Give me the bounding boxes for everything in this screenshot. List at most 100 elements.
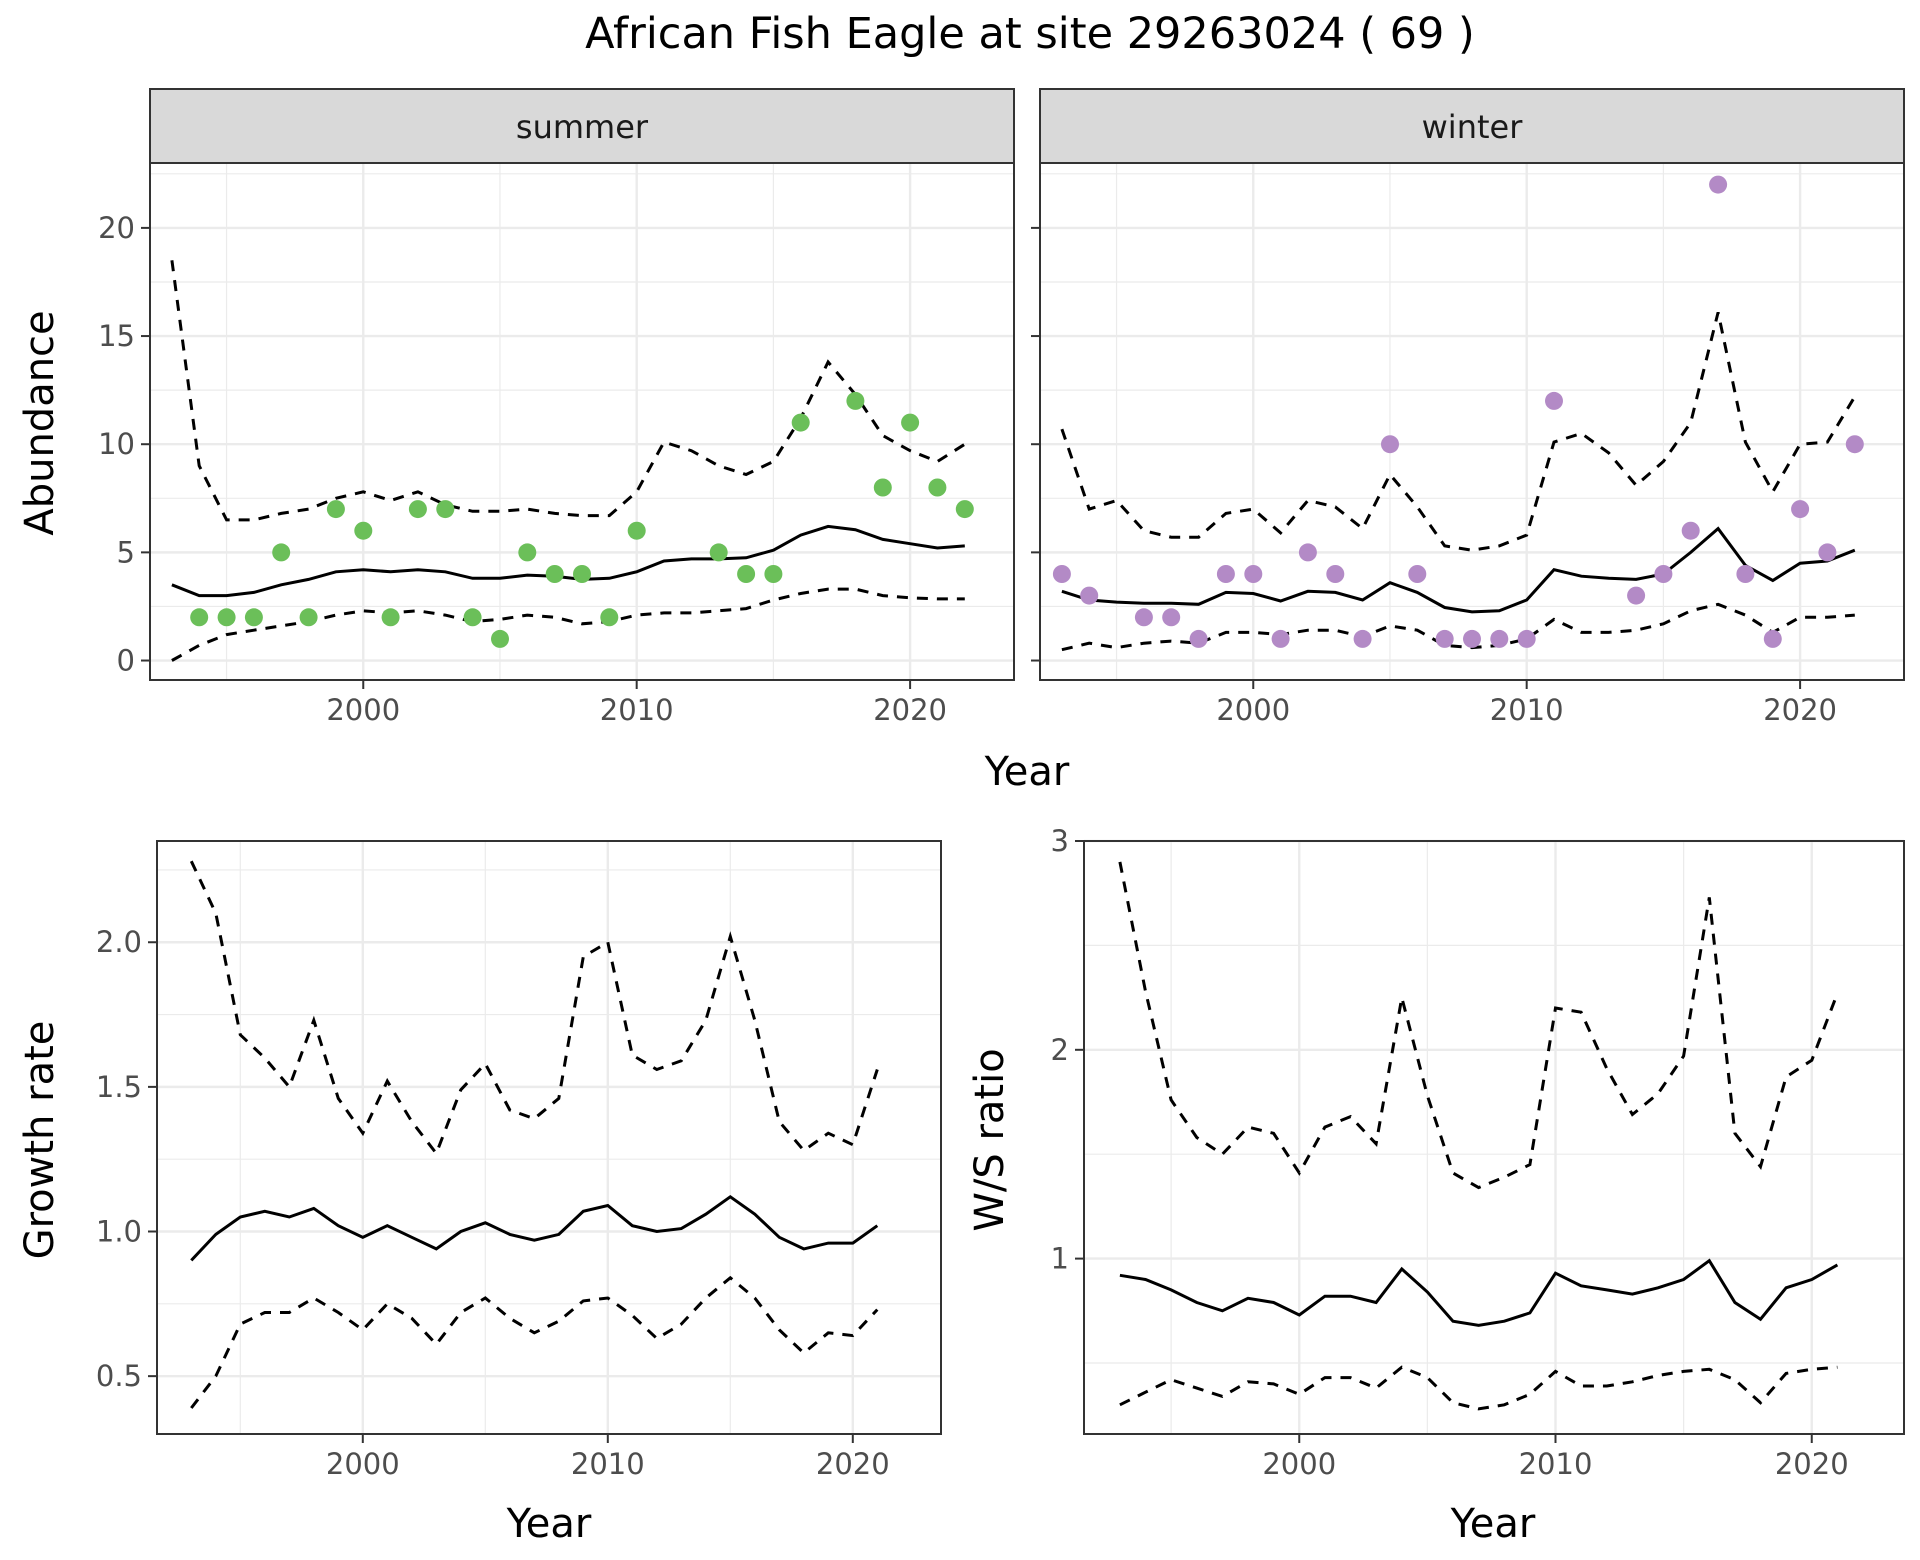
data-point [1791, 500, 1810, 519]
data-point [1763, 629, 1782, 648]
x-tick-label: 2000 [326, 693, 400, 727]
upper-bound-line [189, 860, 879, 1157]
panel-growth: 2000 2010 2020 0.5 1.0 1.5 2.0 [96, 840, 942, 1481]
data-point [1326, 565, 1345, 583]
upper-bound-line [170, 260, 966, 522]
x-tick-label: 2010 [571, 1447, 645, 1481]
data-point [627, 521, 646, 540]
y-tick-label: 0.5 [96, 1359, 142, 1393]
data-point [901, 413, 920, 432]
y-tick-label: 10 [98, 427, 135, 461]
panel-background [1084, 841, 1904, 1434]
data-point [791, 413, 810, 432]
data-point [1463, 629, 1481, 648]
data-point [1216, 565, 1235, 583]
data-point [299, 608, 318, 627]
top-x-axis-title: Year [984, 749, 1070, 795]
data-point [1052, 565, 1071, 583]
data-point [545, 565, 564, 583]
data-point [928, 478, 947, 497]
x-tick-label: 2020 [873, 693, 947, 727]
data-point [518, 543, 537, 562]
data-point [1736, 565, 1755, 583]
ws-y-axis-title: W/S ratio [967, 1048, 1013, 1231]
data-point [1244, 565, 1263, 583]
x-tick-label: 2000 [1216, 693, 1290, 727]
data-point [217, 608, 236, 627]
data-point [873, 478, 892, 497]
data-point [1545, 391, 1563, 410]
data-point [1681, 521, 1700, 540]
ws-x-axis-title: Year [1450, 1501, 1536, 1547]
y-tick-label: 5 [117, 535, 135, 569]
data-point [1189, 629, 1208, 648]
data-point [272, 543, 291, 562]
panel-ws: 2000 2010 2020 1 2 3 [1051, 824, 1905, 1481]
data-point [1162, 608, 1181, 627]
data-point [709, 543, 728, 562]
facet-strip-winter [1039, 88, 1905, 164]
y-tick-label: 1.0 [96, 1215, 142, 1249]
x-tick-label: 2020 [816, 1447, 890, 1481]
growth-x-axis-title: Year [506, 1501, 592, 1547]
x-tick-label: 2020 [1763, 693, 1837, 727]
data-point [381, 608, 400, 627]
lower-bound-line [1061, 602, 1855, 652]
data-point [1271, 629, 1290, 648]
data-point [1435, 629, 1454, 648]
x-tick-label: 2020 [1775, 1447, 1849, 1481]
data-point [1845, 435, 1864, 454]
x-tick-label: 2010 [600, 693, 674, 727]
data-point [846, 391, 865, 410]
data-point [354, 521, 373, 540]
y-tick-label: 1.5 [96, 1070, 142, 1104]
facet-label-summer: summer [516, 108, 649, 146]
panel-background [1040, 163, 1904, 680]
data-point [600, 608, 619, 627]
data-point [1818, 543, 1837, 562]
lower-bound-line [190, 1275, 879, 1409]
data-point [1381, 435, 1399, 454]
lower-bound-line [171, 587, 965, 662]
data-point [463, 608, 482, 627]
data-point [764, 565, 783, 583]
data-point [1490, 629, 1509, 648]
data-point [436, 500, 455, 519]
x-tick-label: 2010 [1519, 1447, 1593, 1481]
mean-line [171, 524, 965, 598]
lower-bound-line [1119, 1365, 1838, 1411]
data-point [1298, 543, 1317, 562]
x-tick-label: 2000 [1262, 1447, 1336, 1481]
y-tick-label: 20 [98, 211, 135, 245]
data-point [573, 565, 591, 583]
data-point [408, 500, 427, 519]
data-point [737, 565, 756, 583]
y-tick-label: 1 [1051, 1242, 1069, 1276]
panel-border [1083, 840, 1905, 1435]
data-point [1709, 175, 1728, 194]
data-point [955, 500, 974, 519]
data-point [1654, 565, 1673, 583]
data-point [326, 500, 345, 519]
y-tick-label: 2.0 [96, 925, 142, 959]
panel-background [157, 841, 941, 1434]
data-point [1080, 586, 1099, 605]
upper-bound-line [1118, 861, 1839, 1190]
y-tick-label: 0 [117, 644, 135, 678]
mean-line [1119, 1258, 1839, 1327]
mean-line [190, 1194, 879, 1262]
data-point [1353, 629, 1372, 648]
x-tick-label: 2010 [1490, 693, 1564, 727]
top-y-axis-title: Abundance [17, 310, 63, 535]
upper-bound-line [1060, 311, 1857, 552]
panel-background [150, 163, 1014, 680]
growth-y-axis-title: Growth rate [17, 1021, 63, 1260]
data-point [1517, 629, 1536, 648]
y-tick-label: 3 [1051, 824, 1069, 858]
panel-winter: winter 2000 2010 2020 [1031, 88, 1905, 727]
panel-summer: summer 2000 2010 2020 0 5 10 15 20 [98, 88, 1015, 727]
data-point [190, 608, 209, 627]
x-tick-label: 2000 [326, 1447, 400, 1481]
data-point [491, 629, 509, 648]
